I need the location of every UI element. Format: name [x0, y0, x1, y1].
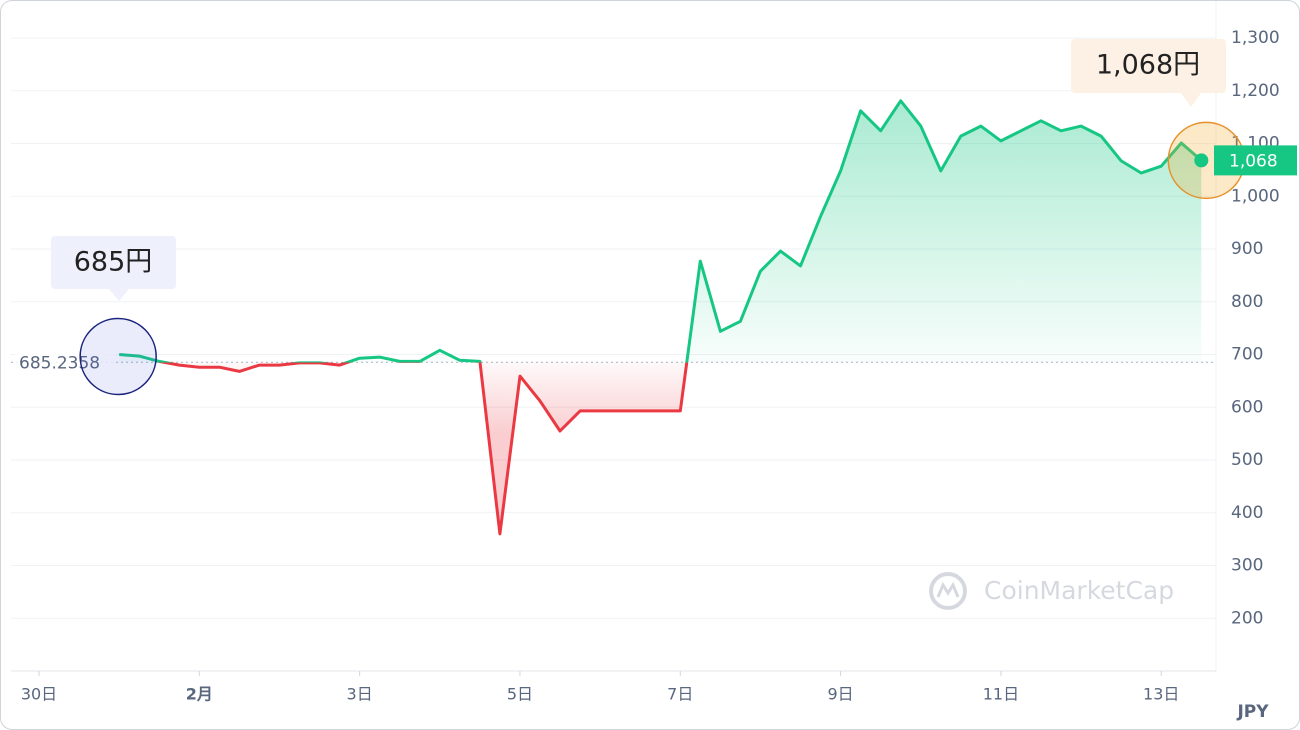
- x-tick-label: 2月: [186, 685, 213, 704]
- y-tick-label: 1,200: [1231, 81, 1280, 101]
- watermark: CoinMarketCap: [929, 572, 1174, 610]
- start-highlight: [79, 317, 157, 396]
- end-callout: 1,068円: [1071, 39, 1226, 107]
- y-tick-label: 700: [1231, 345, 1263, 365]
- baseline-label-bg: [15, 351, 115, 374]
- x-tick-label: 3日: [347, 685, 373, 704]
- price-tag-label: 1,068: [1229, 151, 1278, 171]
- currency-label: JPY: [1236, 702, 1269, 722]
- y-tick-label: 400: [1231, 503, 1263, 523]
- y-tick-label: 600: [1231, 397, 1263, 417]
- start-callout-label: 685円: [74, 247, 153, 278]
- y-tick-label: 1,000: [1231, 186, 1280, 206]
- y-tick-label: 900: [1231, 239, 1263, 259]
- y-tick-label: 800: [1231, 292, 1263, 312]
- y-tick-label: 300: [1231, 556, 1263, 576]
- x-tick-label: 13日: [1143, 685, 1179, 704]
- y-tick-label: 200: [1231, 608, 1263, 628]
- x-tick-label: 7日: [667, 685, 693, 704]
- y-tick-label: 500: [1231, 450, 1263, 470]
- end-callout-label: 1,068円: [1096, 50, 1200, 81]
- x-tick-label: 11日: [983, 685, 1019, 704]
- y-tick-label: 1,300: [1231, 28, 1280, 48]
- price-tag: [1214, 145, 1297, 176]
- x-tick-label: 9日: [828, 685, 854, 704]
- x-tick-label: 30日: [21, 685, 57, 704]
- x-tick-label: 5日: [507, 685, 533, 704]
- last-point: [1194, 153, 1209, 168]
- watermark-text: CoinMarketCap: [984, 576, 1174, 605]
- price-line: [119, 99, 1203, 536]
- area: [119, 100, 1202, 534]
- start-callout: 685円: [51, 236, 176, 301]
